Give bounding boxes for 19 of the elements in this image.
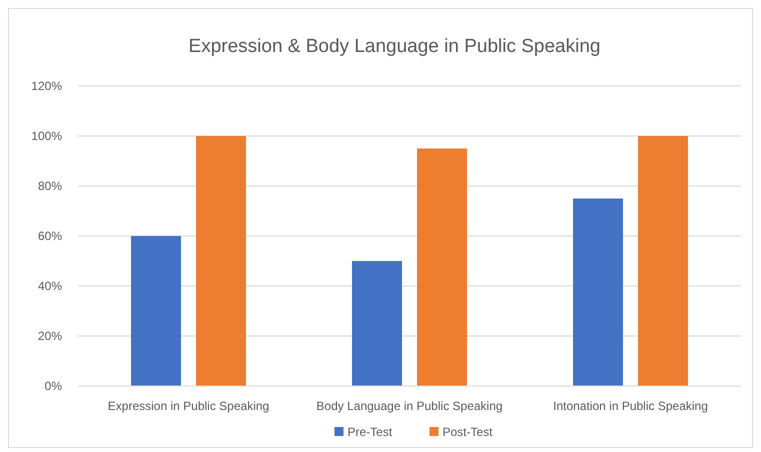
bar [196, 136, 246, 386]
bar [638, 136, 688, 386]
x-tick-label: Intonation in Public Speaking [553, 399, 708, 413]
bar [131, 236, 181, 386]
legend-label: Post-Test [442, 425, 494, 439]
bar [573, 198, 623, 386]
y-tick-label: 100% [31, 129, 62, 144]
x-tick-label: Body Language in Public Speaking [316, 399, 503, 413]
x-tick-label: Expression in Public Speaking [108, 399, 270, 413]
bar [352, 261, 402, 386]
legend-label: Pre-Test [348, 425, 393, 439]
y-tick-label: 20% [38, 329, 62, 344]
chart-title: Expression & Body Language in Public Speaking [188, 36, 600, 57]
y-tick-label: 80% [38, 179, 62, 194]
y-tick-label: 40% [38, 279, 62, 294]
y-tick-label: 0% [44, 379, 62, 394]
bar [417, 148, 467, 386]
y-tick-label: 120% [31, 79, 62, 94]
y-tick-label: 60% [38, 229, 62, 244]
